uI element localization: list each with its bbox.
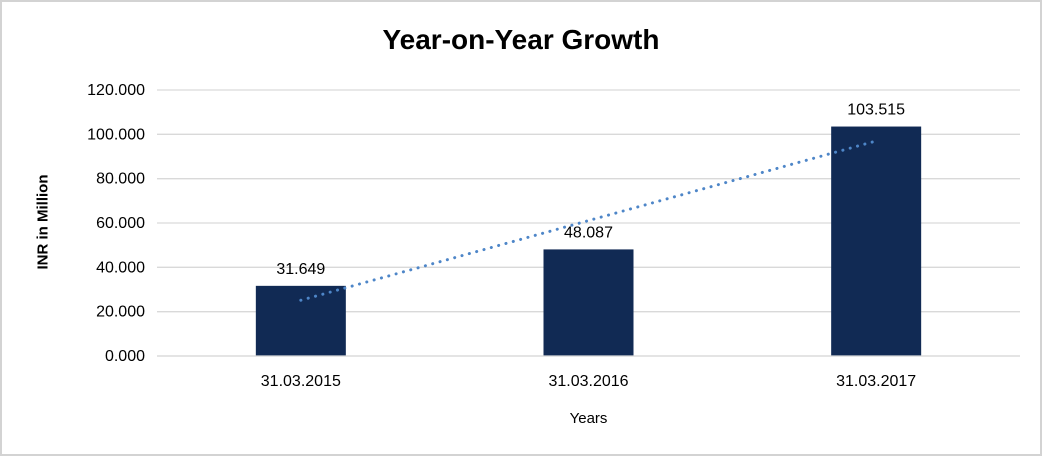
- y-tick-label: 80.000: [96, 171, 145, 188]
- x-tick-label: 31.03.2015: [261, 373, 341, 390]
- y-tick-label: 20.000: [96, 304, 145, 321]
- y-tick-label: 120.000: [87, 82, 145, 99]
- trendline: [299, 139, 878, 302]
- bar-value-label: 48.087: [564, 224, 613, 241]
- y-tick-label: 0.000: [105, 348, 145, 365]
- bar: [543, 249, 634, 356]
- x-axis-title: Years: [569, 410, 608, 427]
- x-tick-label: 31.03.2016: [548, 373, 628, 390]
- bar-value-label: 31.649: [276, 261, 325, 278]
- y-tick-label: 40.000: [96, 259, 145, 276]
- bar: [831, 126, 922, 356]
- bar-value-label: 103.515: [847, 102, 905, 119]
- bar: [255, 285, 346, 356]
- chart-title: Year-on-Year Growth: [382, 24, 660, 55]
- y-tick-label: 100.000: [87, 126, 145, 143]
- y-tick-label: 60.000: [96, 215, 145, 232]
- x-tick-label: 31.03.2017: [836, 373, 916, 390]
